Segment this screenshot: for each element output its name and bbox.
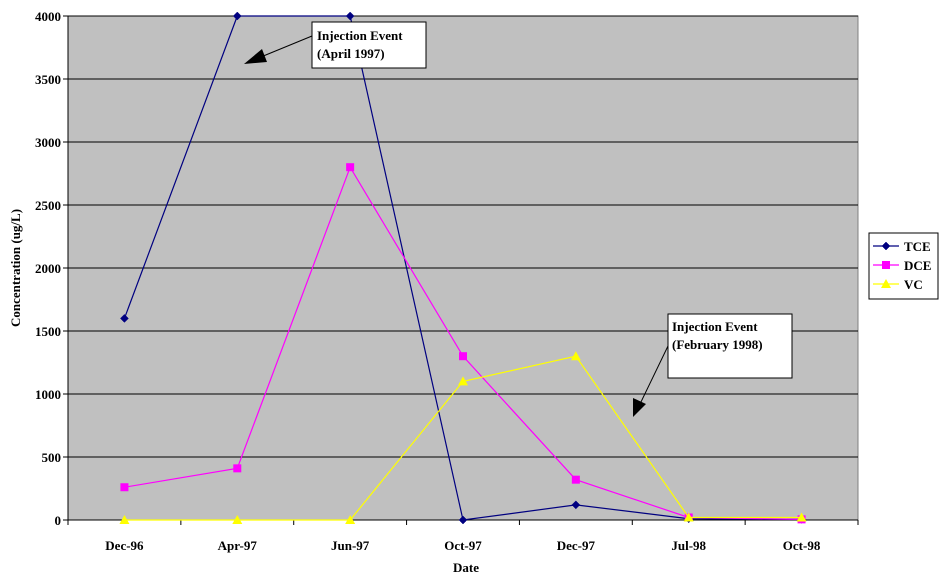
series-vc (119, 351, 807, 524)
legend-item-tce: TCE (873, 239, 931, 254)
legend-marker (881, 241, 891, 251)
data-point-dce (120, 483, 129, 492)
annotation-box (667, 313, 793, 379)
legend-label: VC (904, 277, 923, 292)
y-tick-label: 2500 (35, 198, 61, 213)
legend-label: DCE (904, 258, 931, 273)
data-point-tce (458, 515, 468, 525)
annotation-arrowhead (633, 398, 646, 417)
annotation-line-2: (April 1997) (317, 46, 385, 61)
data-point-dce (346, 163, 355, 172)
annotation-arrowhead (244, 49, 267, 64)
annotation-april-1997: Injection Event (April 1997) (244, 21, 427, 69)
y-tick-label: 1500 (35, 324, 61, 339)
data-point-vc (232, 515, 243, 524)
series-group (119, 11, 807, 525)
legend-item-vc: VC (873, 277, 923, 292)
data-point-tce (120, 314, 129, 323)
y-axis-title: Concentration (ug/L) (8, 209, 23, 327)
y-tick-label: 500 (42, 450, 62, 465)
x-tick-label: Dec-97 (557, 538, 596, 553)
data-point-dce (571, 475, 580, 484)
data-point-vc (796, 512, 807, 522)
x-tick-label: Jul-98 (671, 538, 706, 553)
data-point-tce (232, 11, 242, 21)
data-point-vc (570, 351, 581, 361)
y-tick-label: 3500 (35, 72, 61, 87)
y-tick-labels: 0 500 1000 1500 2000 2500 3000 3500 4000 (35, 9, 68, 528)
x-tick-label: Dec-96 (105, 538, 144, 553)
data-point-vc (683, 512, 694, 522)
legend-marker (882, 261, 890, 269)
legend-label: TCE (904, 239, 931, 254)
data-point-tce (345, 11, 355, 21)
annotation-arrow-shaft (255, 35, 313, 60)
annotation-line-1: Injection Event (317, 28, 403, 43)
annotation-line-2: (February 1998) (672, 337, 763, 352)
x-tick-label: Apr-97 (218, 538, 258, 553)
data-point-vc (119, 515, 130, 524)
legend-box (868, 232, 939, 300)
gridlines (68, 15, 858, 458)
x-tick-labels: Dec-96 Apr-97 Jun-97 Oct-97 Dec-97 Jul-98 Oct-… (67, 520, 859, 553)
annotation-box (311, 21, 427, 69)
y-tick-label: 4000 (35, 9, 61, 24)
annotation-february-1998: Injection Event (February 1998) (633, 313, 793, 417)
data-point-vc (345, 515, 356, 524)
legend-item-dce: DCE (873, 258, 931, 273)
x-tick-label: Oct-98 (783, 538, 821, 553)
data-point-dce (233, 464, 242, 473)
x-axis-title: Date (453, 560, 479, 575)
y-tick-label: 3000 (35, 135, 61, 150)
annotation-line-1: Injection Event (672, 319, 758, 334)
data-point-vc (458, 376, 468, 386)
y-tick-label: 0 (55, 513, 62, 528)
y-tick-label: 2000 (35, 261, 61, 276)
legend-marker (881, 279, 891, 288)
data-point-dce (459, 352, 467, 361)
x-tick-label: Jun-97 (331, 538, 370, 553)
legend: TCE DCE VC (868, 232, 939, 300)
annotation-arrow-shaft (639, 345, 669, 405)
x-tick-label: Oct-97 (444, 538, 482, 553)
data-point-tce (571, 500, 581, 510)
y-tick-label: 1000 (35, 387, 61, 402)
